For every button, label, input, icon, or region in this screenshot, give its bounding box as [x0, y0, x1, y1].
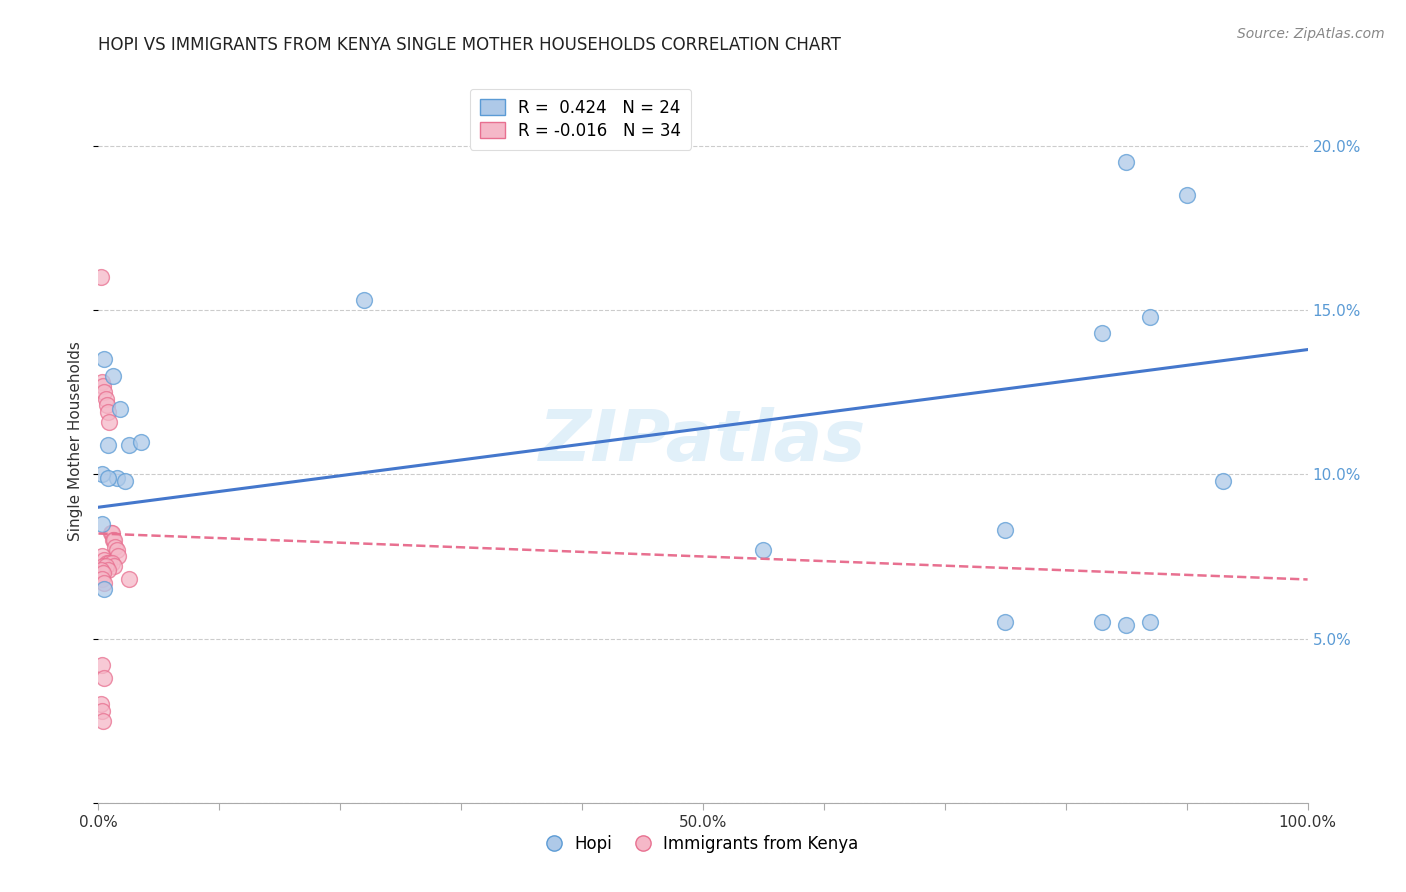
Point: [98, 415, 121, 429]
Point: [97, 405, 120, 419]
Point: [104, 540, 127, 554]
Point: [1091, 615, 1114, 630]
Point: [91, 376, 114, 390]
Point: [1091, 326, 1114, 340]
Point: [90, 563, 112, 577]
Point: [353, 293, 375, 308]
Point: [118, 438, 141, 452]
Point: [93, 575, 115, 590]
Point: [93, 352, 115, 367]
Point: [91, 657, 114, 672]
Point: [91, 714, 114, 728]
Point: [103, 533, 125, 547]
Point: [97, 470, 120, 484]
Point: [103, 559, 125, 574]
Point: [994, 523, 1017, 537]
Text: Source: ZipAtlas.com: Source: ZipAtlas.com: [1237, 27, 1385, 41]
Point: [118, 573, 141, 587]
Point: [1212, 474, 1234, 488]
Point: [105, 470, 128, 484]
Point: [91, 559, 114, 574]
Text: ZIPatlas: ZIPatlas: [540, 407, 866, 476]
Point: [752, 542, 775, 557]
Point: [91, 573, 114, 587]
Point: [1139, 310, 1161, 324]
Y-axis label: Single Mother Households: Single Mother Households: [67, 342, 83, 541]
Point: [101, 533, 124, 547]
Point: [97, 563, 120, 577]
Point: [93, 385, 115, 400]
Point: [1175, 188, 1198, 202]
Point: [129, 434, 152, 449]
Legend: Hopi, Immigrants from Kenya: Hopi, Immigrants from Kenya: [541, 828, 865, 860]
Point: [93, 582, 115, 597]
Point: [93, 671, 115, 685]
Point: [96, 556, 118, 570]
Text: HOPI VS IMMIGRANTS FROM KENYA SINGLE MOTHER HOUSEHOLDS CORRELATION CHART: HOPI VS IMMIGRANTS FROM KENYA SINGLE MOT…: [98, 36, 841, 54]
Point: [1115, 155, 1137, 169]
Point: [98, 556, 121, 570]
Point: [94, 392, 117, 406]
Point: [93, 553, 115, 567]
Point: [91, 378, 114, 392]
Point: [100, 526, 122, 541]
Point: [100, 526, 122, 541]
Point: [94, 559, 117, 574]
Point: [96, 398, 118, 412]
Point: [105, 542, 128, 557]
Point: [90, 270, 112, 285]
Point: [100, 556, 122, 570]
Point: [108, 401, 131, 416]
Point: [101, 368, 124, 383]
Point: [97, 438, 120, 452]
Point: [91, 549, 114, 564]
Point: [114, 474, 136, 488]
Point: [91, 467, 114, 482]
Point: [107, 549, 129, 564]
Point: [994, 615, 1017, 630]
Point: [90, 698, 112, 712]
Point: [91, 704, 114, 718]
Point: [91, 516, 114, 531]
Point: [1139, 615, 1161, 630]
Point: [91, 566, 114, 580]
Point: [1115, 618, 1137, 632]
